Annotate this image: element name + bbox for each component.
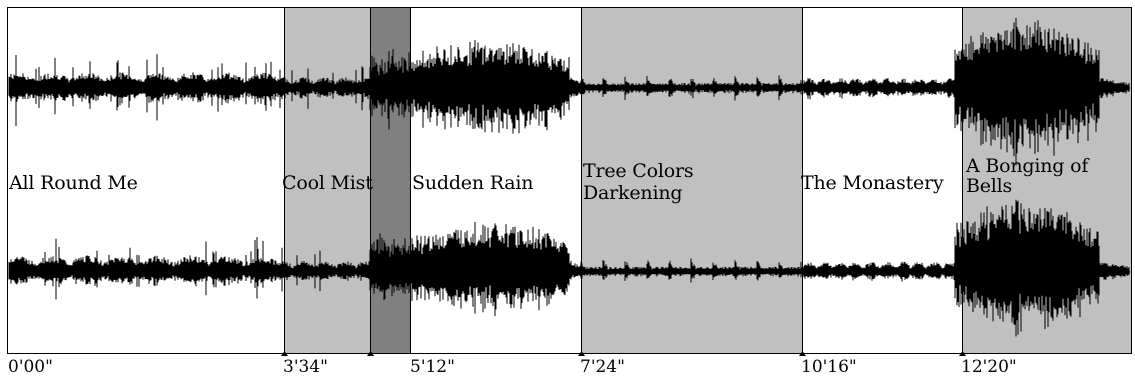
timestamp-label: 10'16" [801, 357, 857, 377]
section-transition-shade [370, 7, 411, 354]
waveform-trace [8, 17, 1130, 166]
timeline-marker [578, 351, 585, 356]
timestamp-label: 12'20" [961, 357, 1017, 377]
waveform-top-channel [8, 17, 1130, 166]
timestamp-label: 0'00" [8, 357, 53, 377]
timeline-marker [799, 351, 806, 356]
timeline-marker [959, 351, 966, 356]
timestamp-label: 7'24" [580, 357, 625, 377]
timestamp-label: 5'12" [410, 357, 455, 377]
waveform-trace [8, 199, 1130, 337]
diagram-frame [7, 7, 1132, 354]
section-title-bonging-line1: A Bonging of [966, 155, 1089, 177]
waveform-bottom-channel [8, 199, 1130, 337]
section-cool-mist-shade [284, 7, 370, 354]
timeline-marker [367, 351, 374, 356]
section-title-cool-mist: Cool Mist [282, 172, 373, 194]
section-title-tree-colors-line1: Tree Colors [583, 160, 694, 182]
section-title-all-round-me: All Round Me [9, 172, 138, 194]
timeline-markers [281, 351, 966, 356]
timeline-marker [281, 351, 288, 356]
section-title-bonging-line2: Bells [966, 175, 1013, 197]
section-title-sudden-rain: Sudden Rain [412, 172, 534, 194]
section-tree-colors-shade [581, 7, 802, 354]
timestamp-label: 3'34" [283, 357, 328, 377]
section-title-tree-colors-line2: Darkening [583, 182, 683, 204]
section-title-the-monastery: The Monastery [801, 172, 944, 194]
